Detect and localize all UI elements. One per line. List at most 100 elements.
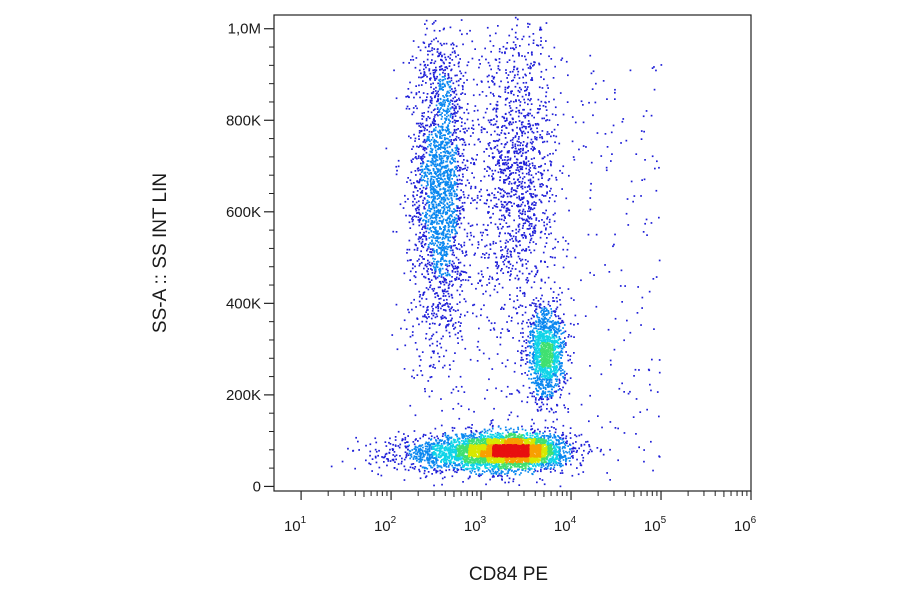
data-point	[407, 445, 409, 448]
data-point	[371, 470, 373, 472]
data-point	[430, 220, 433, 222]
data-point	[541, 157, 544, 160]
data-point	[526, 143, 528, 146]
data-point	[538, 399, 540, 401]
data-point	[567, 445, 569, 447]
data-point	[433, 29, 436, 32]
data-point	[529, 347, 532, 349]
data-point	[447, 133, 449, 135]
data-point	[420, 250, 422, 253]
data-point	[428, 441, 430, 444]
data-point	[441, 314, 444, 317]
data-point	[436, 230, 438, 233]
data-point	[521, 305, 524, 307]
data-point	[516, 287, 518, 289]
data-point	[546, 191, 548, 194]
data-point	[435, 331, 438, 334]
data-point	[554, 436, 556, 439]
data-point	[524, 115, 527, 117]
data-point	[512, 480, 515, 483]
data-point	[473, 254, 476, 256]
data-point	[461, 85, 464, 87]
data-point	[449, 190, 452, 193]
data-point	[399, 203, 402, 206]
data-point	[449, 204, 452, 206]
data-point	[422, 160, 424, 163]
data-point	[468, 426, 471, 429]
data-point	[548, 380, 551, 383]
data-point	[448, 103, 451, 106]
data-point	[546, 313, 549, 316]
data-point	[530, 428, 532, 431]
data-point	[451, 168, 454, 171]
data-point	[473, 176, 475, 179]
data-point	[442, 101, 444, 103]
data-point	[533, 359, 535, 361]
data-point	[470, 472, 473, 474]
data-point	[530, 235, 532, 237]
data-point	[489, 147, 492, 149]
data-point	[447, 129, 449, 132]
data-point	[490, 422, 493, 424]
data-point	[472, 128, 475, 130]
data-point	[457, 270, 459, 273]
data-point	[501, 254, 503, 256]
data-point	[495, 472, 498, 474]
data-point	[445, 235, 448, 238]
data-point	[523, 161, 525, 164]
data-point	[493, 95, 495, 97]
data-point	[433, 231, 435, 233]
data-point	[548, 218, 551, 221]
data-point	[541, 136, 543, 138]
data-point	[427, 165, 430, 167]
data-point	[425, 99, 428, 101]
data-point	[456, 248, 459, 250]
data-point	[501, 214, 503, 217]
data-point	[498, 474, 500, 477]
data-point	[553, 128, 556, 131]
data-point	[423, 197, 426, 199]
data-point	[577, 473, 580, 476]
data-point	[391, 334, 394, 336]
data-point	[524, 306, 527, 308]
data-point	[476, 360, 479, 362]
data-point	[530, 225, 533, 227]
data-point	[455, 256, 458, 259]
data-point	[511, 90, 513, 92]
data-point	[493, 118, 495, 120]
data-point	[411, 55, 414, 58]
data-point	[533, 382, 536, 385]
data-point	[443, 253, 446, 255]
data-point	[527, 325, 530, 328]
data-point	[446, 99, 449, 102]
data-point	[534, 195, 537, 198]
data-point	[510, 123, 513, 126]
data-point	[432, 136, 434, 139]
data-point	[513, 248, 516, 251]
data-point	[530, 323, 532, 325]
data-point	[453, 107, 456, 110]
data-point	[544, 426, 547, 429]
data-point	[456, 147, 459, 150]
data-point	[441, 115, 443, 118]
data-point	[448, 139, 451, 142]
data-point	[433, 128, 436, 130]
data-point	[511, 205, 513, 207]
data-point	[507, 248, 509, 251]
data-point	[414, 208, 417, 210]
data-point	[423, 206, 425, 208]
data-point	[480, 129, 483, 131]
data-point	[405, 456, 407, 459]
data-point	[460, 138, 463, 140]
data-point	[433, 160, 435, 163]
data-point	[454, 236, 456, 238]
data-point	[535, 219, 538, 221]
data-point	[439, 302, 442, 305]
data-point	[458, 196, 461, 199]
data-point	[418, 461, 421, 463]
data-point	[443, 144, 446, 146]
data-point	[574, 447, 577, 450]
data-point	[416, 374, 419, 376]
data-point	[436, 164, 439, 167]
data-point	[435, 216, 438, 219]
